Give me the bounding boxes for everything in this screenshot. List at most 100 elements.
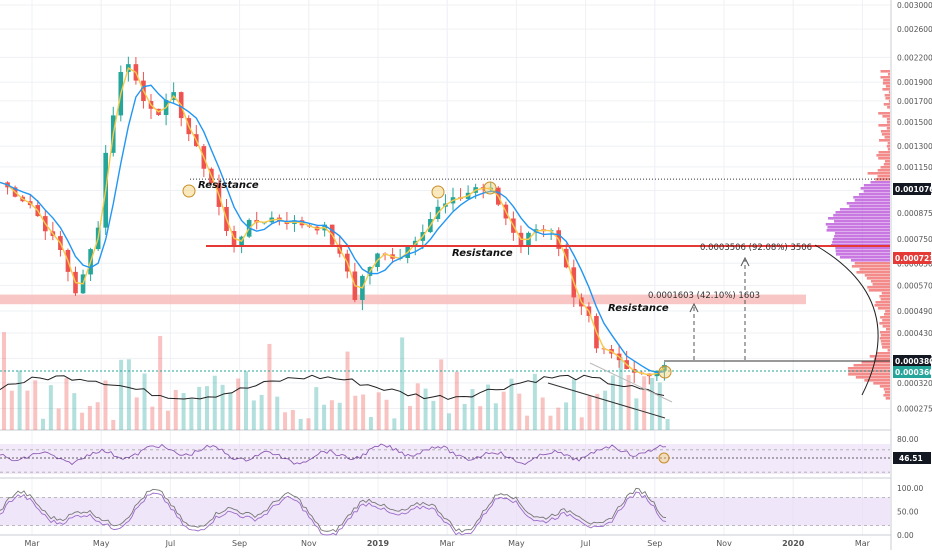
volume-profile-bar — [869, 289, 890, 292]
volume-bar — [470, 389, 474, 430]
price-tag-text: 0.0003601 — [895, 368, 932, 377]
volume-bar — [455, 372, 459, 430]
moving-averages-layer — [0, 68, 664, 375]
volume-profile-bar — [884, 313, 890, 316]
volume-bar — [416, 383, 420, 430]
volume-profile-bar — [880, 337, 890, 340]
volume-bar — [580, 417, 584, 430]
rsi-tick-label: 80.00 — [897, 435, 919, 444]
stoch-band — [0, 497, 890, 525]
volume-bar — [2, 332, 6, 430]
volume-bar — [143, 373, 147, 430]
volume-bar — [385, 400, 389, 430]
zone-layer — [0, 70, 890, 400]
volume-bar — [595, 394, 599, 430]
volume-profile-bar — [873, 283, 890, 286]
volume-bar — [346, 352, 350, 430]
volume-bar — [392, 418, 396, 430]
volume-bar — [283, 412, 287, 430]
time-tick-label: Mar — [440, 539, 456, 548]
volume-profile-bar — [870, 355, 890, 358]
volume-profile-bar — [889, 100, 890, 103]
volume-bar — [377, 392, 381, 430]
volume-bar — [111, 420, 115, 430]
time-tick-label: Nov — [301, 539, 317, 548]
volume-profile-bar — [867, 286, 890, 289]
volume-profile-bar — [885, 97, 890, 100]
volume-profile-bar — [848, 373, 890, 376]
volume-bar — [541, 398, 545, 430]
volume-bar — [80, 413, 84, 430]
volume-profile-bar — [880, 316, 890, 319]
stoch-pane — [0, 488, 890, 535]
volume-profile-bar — [880, 331, 890, 334]
volume-bar — [650, 378, 654, 430]
volume-profile-bar — [886, 85, 890, 88]
resistance-label: Resistance — [608, 303, 669, 314]
volume-profile-bar — [870, 181, 890, 184]
volume-profile-bar — [888, 148, 890, 151]
volume-profile-bar — [886, 328, 890, 331]
volume-profile-bar — [878, 169, 890, 172]
resistance-label: Resistance — [452, 248, 513, 259]
volume-bar — [572, 379, 576, 430]
highlight-circle — [432, 186, 444, 198]
volume-profile-bar — [833, 214, 890, 217]
volume-profile-bar — [834, 220, 890, 223]
volume-profile-bar — [880, 76, 890, 79]
volume-bar — [150, 407, 154, 430]
price-tag-text: 0.0010762 — [895, 185, 932, 194]
volume-profile-bar — [884, 388, 890, 391]
volume-bar — [18, 370, 22, 430]
volume-profile-bar — [880, 385, 890, 388]
volume-profile-bar — [888, 73, 890, 76]
volume-profile-bar — [887, 118, 890, 121]
volume-bar — [338, 403, 342, 430]
volume-profile-bar — [855, 199, 890, 202]
volume-profile-bar — [885, 160, 890, 163]
resistance-label: Resistance — [198, 180, 259, 191]
volume-bar — [666, 419, 670, 430]
volume-bar — [166, 411, 170, 430]
volume-profile-bar — [883, 394, 890, 397]
volume-profile-bar — [833, 238, 890, 241]
volume-bar — [252, 400, 256, 430]
volume-profile-bar — [851, 259, 890, 262]
volume-profile-bar — [826, 223, 890, 226]
volume-bar — [525, 416, 529, 430]
stoch-tick-label: 0.00 — [897, 531, 914, 540]
volume-profile-bar — [847, 202, 890, 205]
volume-bar — [408, 406, 412, 430]
volume-bar — [517, 394, 521, 430]
volume-profile-bar — [840, 208, 890, 211]
price-tag-text: 0.0003807 — [895, 357, 932, 366]
time-tick-label: Nov — [716, 539, 732, 548]
volume-bar — [33, 380, 37, 430]
volume-profile-bar — [835, 247, 890, 250]
volume-profile-bar — [835, 232, 890, 235]
volume-profile-bar — [876, 352, 890, 355]
volume-profile-bar — [832, 241, 890, 244]
volume-profile-bar — [878, 307, 890, 310]
time-tick-label: May — [508, 539, 525, 548]
volume-bar — [447, 413, 451, 430]
rsi-current-tag-text: 46.51 — [899, 454, 923, 463]
volume-bar — [400, 337, 404, 430]
volume-profile-bar — [885, 310, 890, 313]
volume-bar — [205, 386, 209, 430]
volume-profile-bar — [881, 334, 890, 337]
volume-bar — [174, 390, 178, 430]
volume-bar — [25, 391, 29, 430]
volume-bar — [556, 408, 560, 430]
volume-profile-bar — [852, 265, 890, 268]
volume-profile-bar — [879, 322, 890, 325]
volume-profile-bar — [828, 217, 890, 220]
volume-bar — [135, 397, 139, 430]
volume-profile-bar — [881, 70, 890, 73]
volume-profile-bar — [849, 205, 890, 208]
volume-bar — [353, 396, 357, 430]
